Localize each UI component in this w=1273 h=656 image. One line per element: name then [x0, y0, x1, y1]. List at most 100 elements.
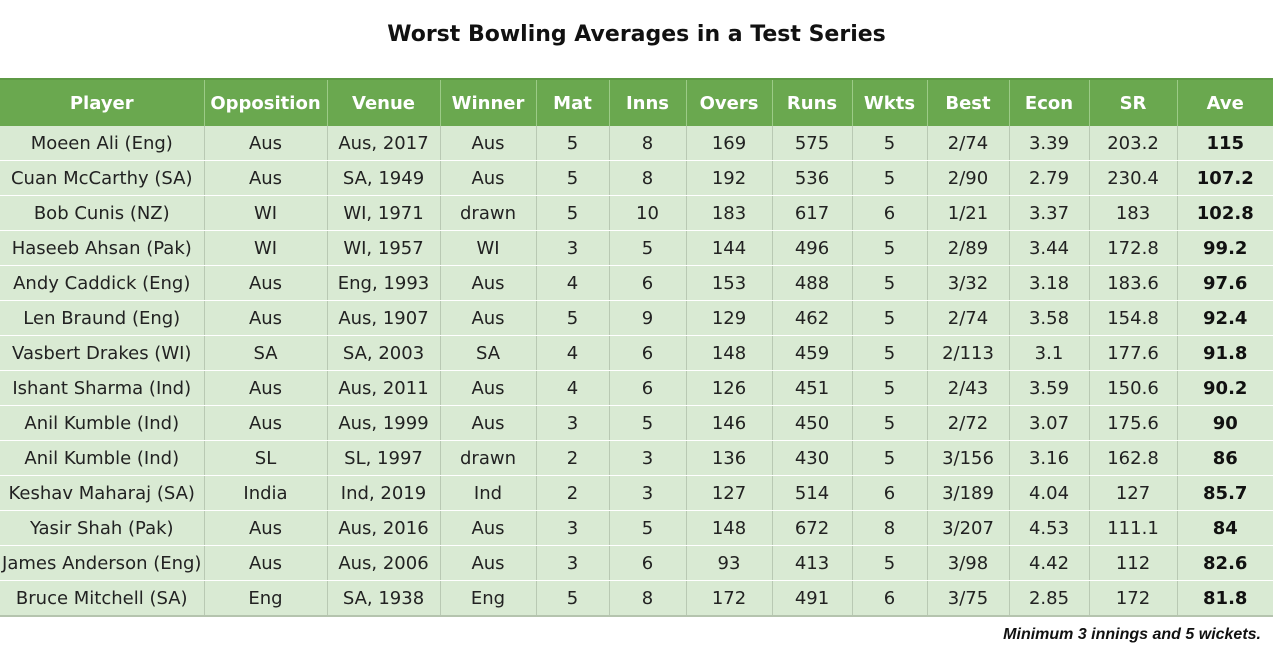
cell-inns: 5	[608, 510, 686, 546]
cell-econ: 4.53	[1008, 510, 1089, 546]
cell-inns: 5	[608, 230, 686, 266]
cell-opposition: Aus	[203, 405, 327, 441]
column-header-overs: Overs	[685, 78, 772, 126]
cell-best: 2/90	[926, 160, 1009, 196]
cell-wkts: 6	[851, 475, 927, 511]
cell-winner: Ind	[439, 475, 536, 511]
table-row: Anil Kumble (Ind) SL SL, 1997 drawn 2 3 136 430…	[0, 440, 1273, 476]
cell-runs: 488	[771, 265, 852, 301]
table-row: Cuan McCarthy (SA) Aus SA, 1949 Aus 5 8 192 536…	[0, 160, 1273, 196]
cell-wkts: 5	[851, 370, 927, 406]
cell-sr: 112	[1088, 545, 1177, 581]
cell-econ: 3.07	[1008, 405, 1089, 441]
cell-best: 2/43	[926, 370, 1009, 406]
cell-opposition: Aus	[203, 510, 327, 546]
cell-ave: 99.2	[1176, 230, 1273, 266]
cell-mat: 5	[535, 580, 609, 617]
cell-inns: 8	[608, 126, 686, 161]
cell-opposition: Eng	[203, 580, 327, 617]
cell-winner: Aus	[439, 370, 536, 406]
table-row: Ishant Sharma (Ind) Aus Aus, 2011 Aus 4 6 126 4…	[0, 370, 1273, 406]
cell-venue: Eng, 1993	[326, 265, 440, 301]
cell-inns: 8	[608, 580, 686, 617]
cell-overs: 183	[685, 195, 772, 231]
cell-wkts: 5	[851, 335, 927, 371]
cell-ave: 90.2	[1176, 370, 1273, 406]
cell-inns: 9	[608, 300, 686, 336]
cell-ave: 85.7	[1176, 475, 1273, 511]
table-row: Haseeb Ahsan (Pak) WI WI, 1957 WI 3 5 144 496 5 2…	[0, 230, 1273, 266]
cell-overs: 148	[685, 335, 772, 371]
cell-player: Haseeb Ahsan (Pak)	[0, 230, 204, 266]
cell-ave: 97.6	[1176, 265, 1273, 301]
cell-wkts: 5	[851, 405, 927, 441]
cell-wkts: 6	[851, 195, 927, 231]
cell-ave: 82.6	[1176, 545, 1273, 581]
cell-opposition: Aus	[203, 370, 327, 406]
cell-venue: WI, 1957	[326, 230, 440, 266]
cell-mat: 4	[535, 370, 609, 406]
cell-inns: 8	[608, 160, 686, 196]
cell-best: 2/74	[926, 126, 1009, 161]
cell-ave: 86	[1176, 440, 1273, 476]
cell-sr: 203.2	[1088, 126, 1177, 161]
cell-opposition: Aus	[203, 545, 327, 581]
cell-best: 2/74	[926, 300, 1009, 336]
cell-wkts: 5	[851, 230, 927, 266]
column-header-inns: Inns	[608, 78, 686, 126]
cell-econ: 3.16	[1008, 440, 1089, 476]
cell-opposition: India	[203, 475, 327, 511]
cell-player: Moeen Ali (Eng)	[0, 126, 204, 161]
cell-winner: Aus	[439, 126, 536, 161]
cell-runs: 514	[771, 475, 852, 511]
cell-ave: 92.4	[1176, 300, 1273, 336]
cell-winner: Aus	[439, 545, 536, 581]
cell-inns: 6	[608, 265, 686, 301]
table-body: Moeen Ali (Eng) Aus Aus, 2017 Aus 5 8 169 575 5 2…	[0, 126, 1273, 617]
cell-mat: 5	[535, 300, 609, 336]
cell-opposition: Aus	[203, 160, 327, 196]
cell-inns: 10	[608, 195, 686, 231]
cell-venue: SA, 2003	[326, 335, 440, 371]
cell-mat: 3	[535, 510, 609, 546]
cell-player: Anil Kumble (Ind)	[0, 440, 204, 476]
table-header-row: Player Opposition Venue Winner Mat Inns Overs R…	[0, 78, 1273, 126]
cell-sr: 172.8	[1088, 230, 1177, 266]
cell-mat: 3	[535, 405, 609, 441]
table-row: Bob Cunis (NZ) WI WI, 1971 drawn 5 10 183 617 6 1…	[0, 195, 1273, 231]
cell-overs: 153	[685, 265, 772, 301]
cell-runs: 617	[771, 195, 852, 231]
column-header-opposition: Opposition	[203, 78, 327, 126]
column-header-mat: Mat	[535, 78, 609, 126]
cell-best: 3/207	[926, 510, 1009, 546]
cell-player: James Anderson (Eng)	[0, 545, 204, 581]
cell-winner: Aus	[439, 405, 536, 441]
cell-mat: 5	[535, 195, 609, 231]
cell-mat: 2	[535, 475, 609, 511]
table-row: Yasir Shah (Pak) Aus Aus, 2016 Aus 3 5 148 672 8…	[0, 510, 1273, 546]
cell-venue: Aus, 2011	[326, 370, 440, 406]
cell-inns: 3	[608, 475, 686, 511]
cell-best: 3/98	[926, 545, 1009, 581]
cell-econ: 4.04	[1008, 475, 1089, 511]
cell-player: Bruce Mitchell (SA)	[0, 580, 204, 617]
cell-player: Ishant Sharma (Ind)	[0, 370, 204, 406]
cell-best: 3/75	[926, 580, 1009, 617]
cell-mat: 2	[535, 440, 609, 476]
cell-opposition: Aus	[203, 300, 327, 336]
cell-wkts: 5	[851, 265, 927, 301]
cell-overs: 146	[685, 405, 772, 441]
cell-inns: 6	[608, 545, 686, 581]
cell-econ: 3.1	[1008, 335, 1089, 371]
cell-econ: 2.79	[1008, 160, 1089, 196]
column-header-winner: Winner	[439, 78, 536, 126]
cell-best: 3/156	[926, 440, 1009, 476]
cell-econ: 3.59	[1008, 370, 1089, 406]
cell-wkts: 6	[851, 580, 927, 617]
table-row: Len Braund (Eng) Aus Aus, 1907 Aus 5 9 129 462 5…	[0, 300, 1273, 336]
cell-ave: 90	[1176, 405, 1273, 441]
table-row: Bruce Mitchell (SA) Eng SA, 1938 Eng 5 8 172 49…	[0, 580, 1273, 617]
cell-ave: 102.8	[1176, 195, 1273, 231]
cell-econ: 3.44	[1008, 230, 1089, 266]
cell-player: Vasbert Drakes (WI)	[0, 335, 204, 371]
